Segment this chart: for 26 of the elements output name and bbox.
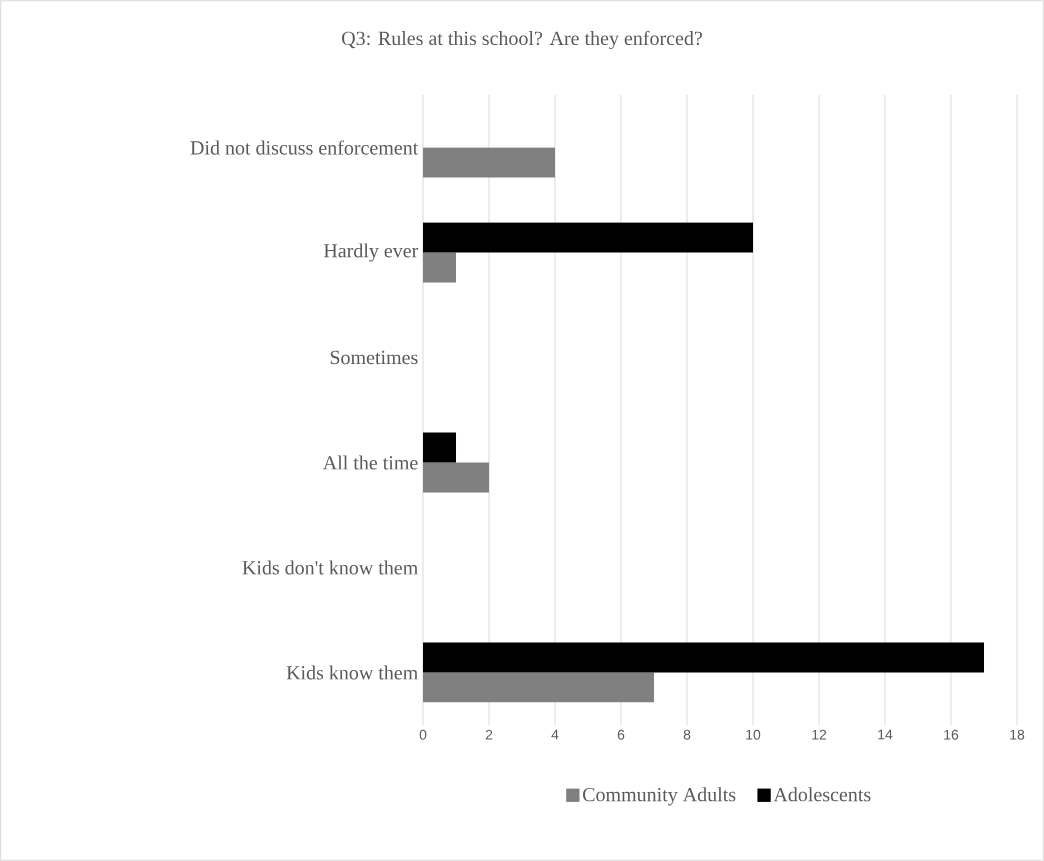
x-tick-label: 18 xyxy=(1010,729,1025,740)
x-tick-label: 0 xyxy=(419,729,427,740)
x-tick-label: 2 xyxy=(485,729,493,740)
x-tick-label: 16 xyxy=(944,729,959,740)
y-tick-label: Sometimes xyxy=(330,350,418,365)
y-tick-label: Kids know them xyxy=(286,665,418,680)
y-tick-label: Kids don't know them xyxy=(242,560,418,575)
x-tick-label: 8 xyxy=(683,729,691,740)
x-tick-label: 14 xyxy=(878,729,893,740)
x-tick-label: 6 xyxy=(617,729,625,740)
bar xyxy=(423,672,655,703)
chart-title: Q3: Rules at this school? Are they enforced? xyxy=(342,30,702,50)
bar xyxy=(423,432,457,463)
legend-label: Community Adults xyxy=(582,787,736,806)
x-tick-label: 12 xyxy=(812,729,827,740)
bar xyxy=(423,222,754,253)
bar xyxy=(423,642,985,673)
bar xyxy=(423,252,457,283)
x-tick-label: 10 xyxy=(746,729,761,740)
x-tick-label: 4 xyxy=(551,729,559,740)
bar xyxy=(423,462,490,493)
y-tick-label: All the time xyxy=(322,455,418,470)
y-tick-label: Did not discuss enforcement xyxy=(190,140,419,155)
bar xyxy=(423,147,556,178)
legend-label: Adolescents xyxy=(773,787,871,802)
y-tick-label: Hardly ever xyxy=(323,243,419,262)
